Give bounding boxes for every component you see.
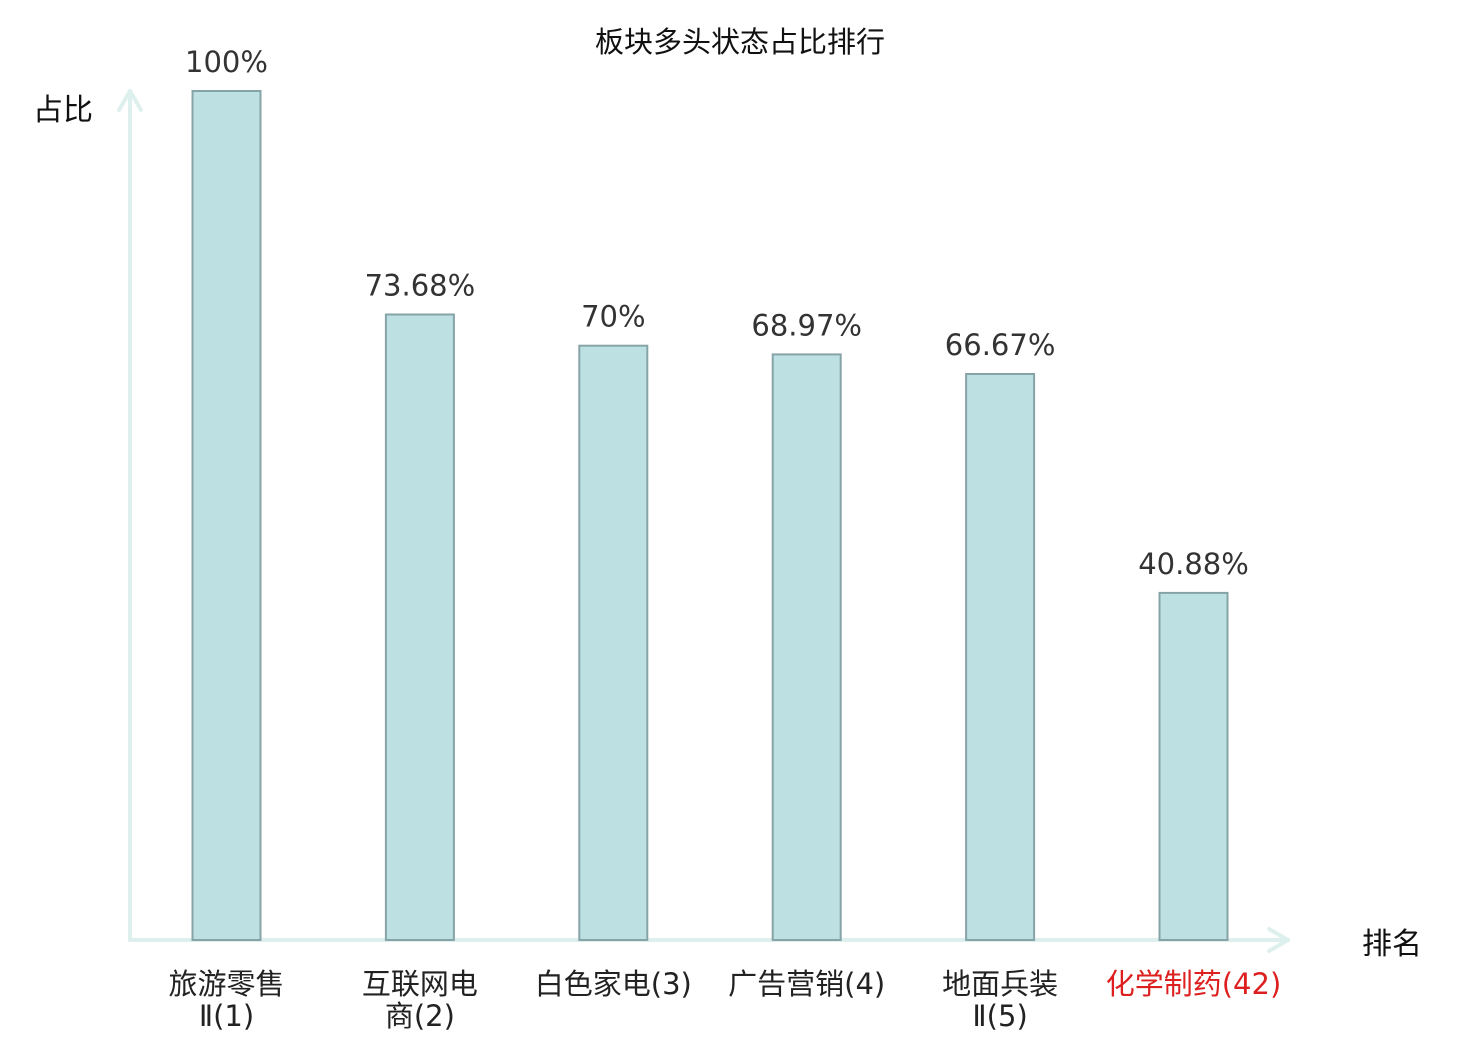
category-label: 商(2)	[385, 999, 455, 1033]
bar-value-label: 70%	[581, 300, 645, 334]
category-label: 化学制药(42)	[1106, 967, 1282, 1001]
category-label: 白色家电(3)	[535, 967, 692, 1001]
y-axis-arrow	[117, 89, 143, 112]
chart-title: 板块多头状态占比排行	[595, 25, 885, 59]
category-label: 互联网电	[362, 967, 478, 1001]
category-label: 广告营销(4)	[728, 967, 885, 1001]
bar-value-label: 68.97%	[751, 308, 862, 342]
bars-group	[191, 90, 1229, 942]
bar	[384, 313, 455, 941]
y-axis-label: 占比	[33, 93, 93, 128]
bar-value-label: 73.68%	[365, 269, 476, 303]
value-labels-group: 100% 73.68% 70% 68.97% 66.67% 40.88%	[185, 45, 1249, 581]
category-label: Ⅱ(1)	[199, 999, 254, 1033]
x-axis-arrow	[1267, 927, 1290, 953]
bar-value-label: 66.67%	[945, 328, 1056, 362]
bar-value-label: 40.88%	[1138, 547, 1249, 581]
bar	[578, 344, 649, 941]
bar	[771, 353, 842, 941]
category-label: 地面兵装	[942, 967, 1058, 1001]
bar	[965, 373, 1036, 941]
bar	[1158, 591, 1229, 942]
bar-value-label: 100%	[185, 45, 268, 79]
bar	[191, 90, 262, 941]
axes	[117, 89, 1290, 953]
category-label: 旅游零售	[168, 967, 284, 1001]
x-axis-label: 排名	[1362, 927, 1422, 962]
category-label: Ⅱ(5)	[972, 999, 1027, 1033]
